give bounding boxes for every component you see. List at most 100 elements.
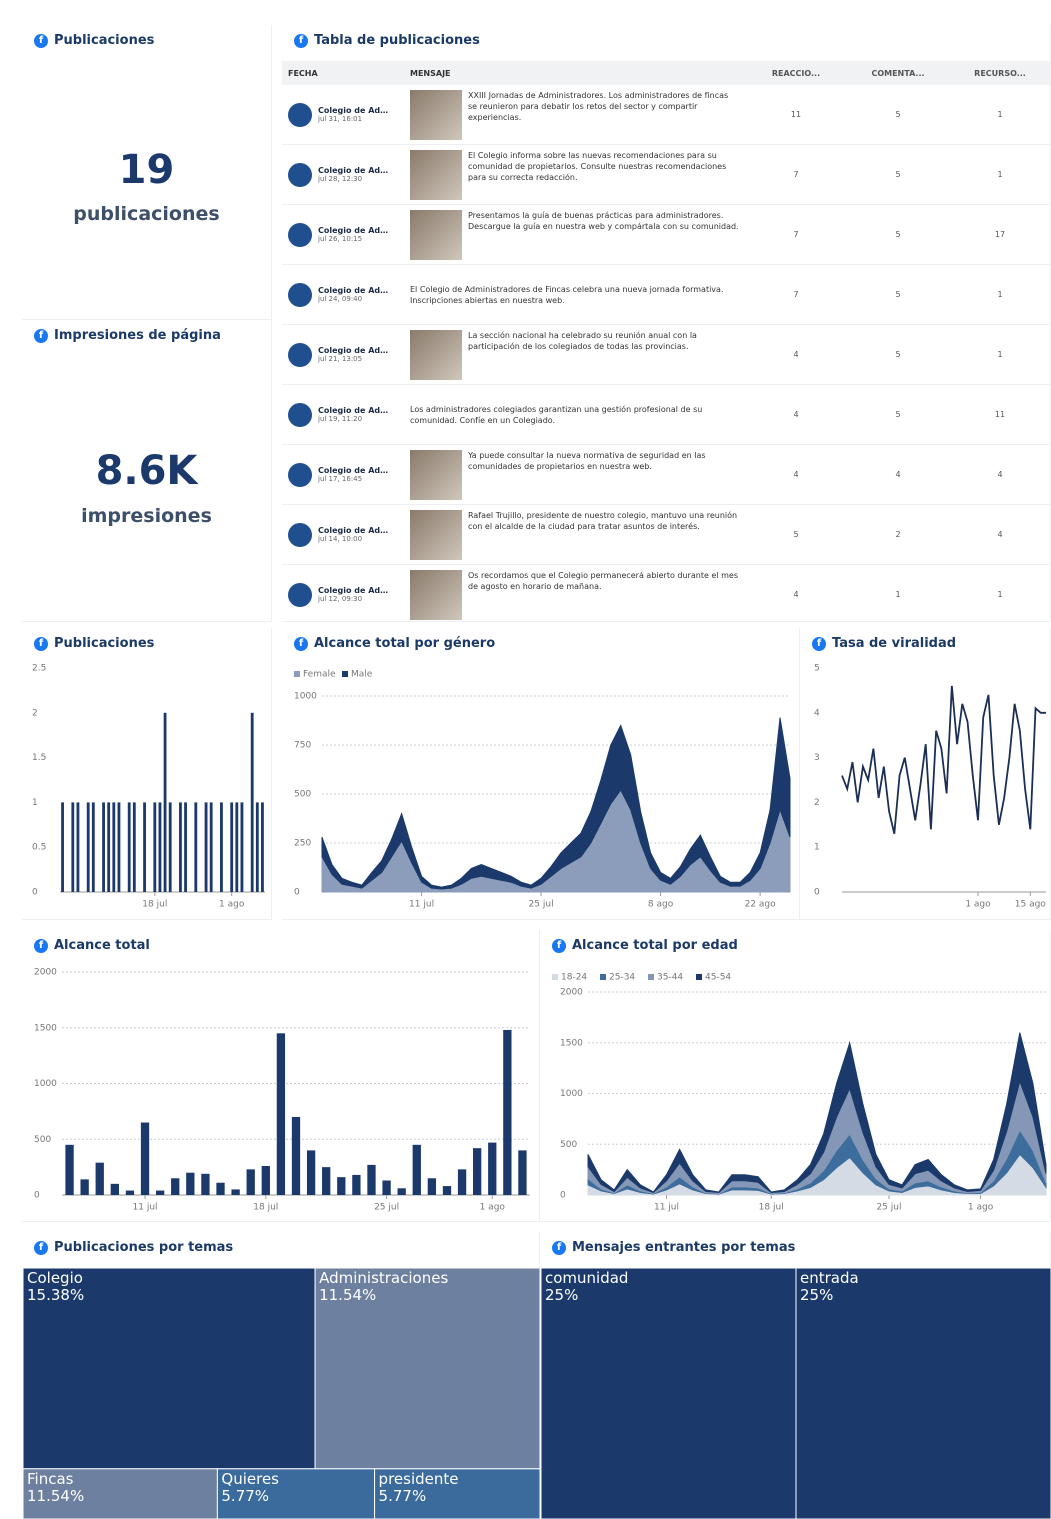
- x-tick-label: 15 ago: [1015, 900, 1047, 910]
- cell-message: El Colegio informa sobre las nuevas reco…: [404, 144, 745, 205]
- title-text: Alcance total por edad: [572, 938, 738, 953]
- treemap-cell: [22, 1267, 316, 1470]
- cell-number: 4: [745, 324, 847, 385]
- title-text: Tasa de viralidad: [832, 636, 957, 651]
- treemap-value: 5.77%: [221, 1487, 269, 1505]
- bar: [261, 1166, 270, 1195]
- cell-number: 17: [949, 204, 1050, 265]
- cell-number: 4: [745, 444, 847, 505]
- bar: [61, 802, 64, 892]
- x-tick-label: 1 ago: [965, 900, 991, 910]
- x-tick-label: 18 jul: [142, 900, 167, 910]
- bar: [235, 802, 239, 892]
- kpi-unit: impresiones: [81, 505, 212, 527]
- y-tick-label: 0.5: [32, 843, 46, 853]
- x-tick-label: 25 jul: [876, 1203, 901, 1213]
- cell-message: Presentamos la guía de buenas prácticas …: [404, 204, 745, 265]
- message-text: Ya puede consultar la nueva normativa de…: [468, 450, 706, 471]
- bar: [65, 1144, 74, 1195]
- cell-number: 5: [847, 204, 949, 265]
- table-header: FECHA MENSAJE REACCIO... COMENTA... RECURSO.…: [282, 61, 1050, 85]
- bar: [216, 1182, 225, 1195]
- cell-message: Ya puede consultar la nueva normativa de…: [404, 444, 745, 505]
- bar: [194, 802, 198, 892]
- cell-message: La sección nacional ha celebrado su reun…: [404, 324, 745, 385]
- panel-title: f Impresiones de página: [34, 328, 221, 343]
- panel-title: f Alcance total por edad: [552, 938, 738, 953]
- cell-number: 5: [745, 504, 847, 565]
- cell-author: Colegio de Administrad...jul 28, 12:30: [282, 144, 404, 205]
- x-tick-label: 25 jul: [529, 900, 554, 910]
- bar: [488, 1142, 497, 1195]
- thumbnail: [410, 89, 462, 140]
- bar: [184, 802, 187, 892]
- bar: [427, 1178, 437, 1195]
- cell-message: Rafael Trujillo, presidente de nuestro c…: [404, 504, 745, 565]
- cell-number: 4: [745, 564, 847, 621]
- avatar: [288, 222, 312, 247]
- cell-number: 5: [847, 264, 949, 325]
- column-header: REACCIO...: [745, 61, 847, 85]
- cell-number: 1: [949, 564, 1050, 621]
- kpi-panel: f Impresiones de página 8.6K impresiones: [22, 320, 272, 622]
- x-tick-label: 18 jul: [759, 1203, 784, 1213]
- bar: [518, 1150, 527, 1195]
- cell-number: 5: [847, 85, 949, 145]
- y-tick-label: 500: [34, 1135, 51, 1145]
- bar: [76, 802, 80, 892]
- legend-swatch: [294, 671, 300, 677]
- y-tick-label: 5: [814, 664, 820, 674]
- post-date: jul 19, 11:20: [318, 415, 363, 423]
- bar: [110, 1183, 119, 1195]
- table-row: Colegio de Administrad...jul 26, 10:15 Pr…: [282, 204, 1050, 265]
- bar: [291, 1116, 301, 1195]
- title-text: Tabla de publicaciones: [314, 33, 480, 48]
- bar: [158, 802, 162, 892]
- author-block: Colegio de Administrad...jul 31, 16:01: [318, 106, 390, 123]
- y-tick-label: 1.5: [32, 753, 46, 763]
- y-tick-label: 2: [32, 708, 38, 718]
- y-tick-label: 3: [814, 753, 820, 763]
- legend-label: Female: [303, 670, 336, 680]
- bar: [220, 802, 223, 892]
- bar: [255, 802, 259, 892]
- bar: [276, 1033, 286, 1195]
- y-tick-label: 0: [814, 888, 820, 898]
- table-panel: f Tabla de publicaciones FECHA MENSAJE REAC…: [282, 25, 1051, 622]
- title-text: Publicaciones por temas: [54, 1240, 234, 1255]
- cell-author: Colegio de Administrad...jul 31, 16:01: [282, 85, 404, 145]
- column-header: FECHA: [282, 61, 404, 85]
- x-tick-label: 18 jul: [253, 1203, 278, 1213]
- y-tick-label: 500: [560, 1140, 577, 1150]
- y-tick-label: 0: [34, 1191, 40, 1201]
- author-block: Colegio de Administrad...jul 14, 10:00: [318, 526, 390, 543]
- cell-number: 1: [949, 85, 1050, 145]
- bar: [442, 1186, 452, 1195]
- y-tick-label: 2000: [34, 968, 57, 978]
- y-tick-label: 0: [294, 888, 300, 898]
- panel-title: f Tasa de viralidad: [812, 636, 956, 651]
- avatar: [288, 102, 312, 127]
- bar: [473, 1148, 482, 1195]
- cell-number: 1: [949, 144, 1050, 205]
- y-tick-label: 2: [814, 798, 820, 808]
- message-text: La sección nacional ha celebrado su reun…: [468, 330, 697, 351]
- cell-author: Colegio de Administrad...jul 24, 09:40: [282, 264, 404, 325]
- cell-author: Colegio de Administrad...jul 26, 10:15: [282, 204, 404, 265]
- bar: [140, 1122, 150, 1195]
- bar: [367, 1164, 376, 1195]
- thumbnail: [410, 449, 462, 500]
- bar: [337, 1177, 346, 1195]
- bar: [231, 1189, 240, 1195]
- bar: [322, 1167, 331, 1195]
- column-header: COMENTA...: [847, 61, 949, 85]
- cell-author: Colegio de Administrad...jul 17, 16:45: [282, 444, 404, 505]
- area: [587, 1079, 1047, 1195]
- cell-number: 7: [745, 204, 847, 265]
- cell-number: 2: [847, 504, 949, 565]
- message-text: Presentamos la guía de buenas prácticas …: [468, 210, 739, 231]
- treemap-cell: [795, 1267, 1051, 1519]
- kpi-value: 8.6K: [95, 448, 198, 494]
- treemap-value: 25%: [545, 1286, 578, 1304]
